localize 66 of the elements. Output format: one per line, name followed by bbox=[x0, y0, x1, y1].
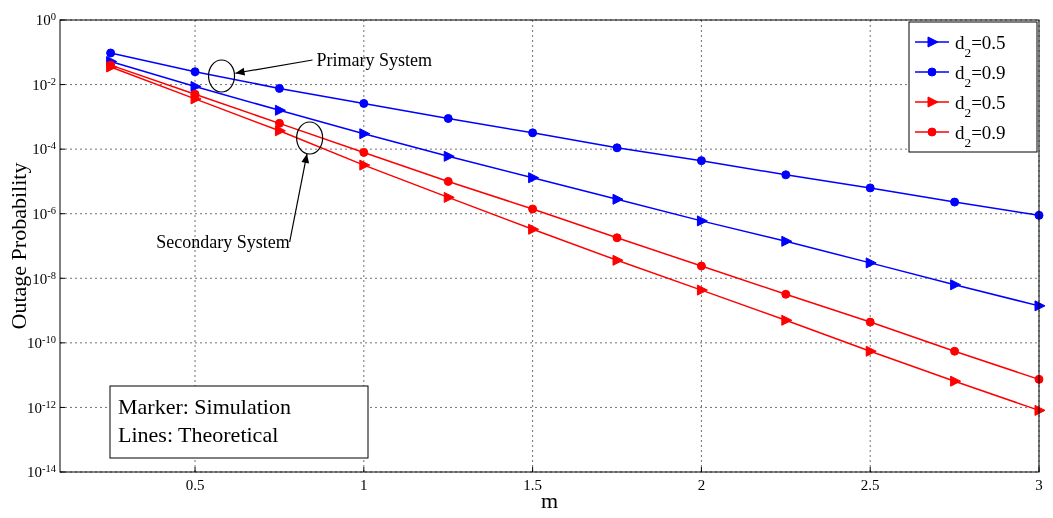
x-tick-label: 1.5 bbox=[523, 477, 542, 493]
point bbox=[950, 346, 960, 356]
x-tick-label: 0.5 bbox=[185, 477, 205, 493]
point bbox=[190, 67, 200, 77]
x-tick-label: 2 bbox=[697, 477, 706, 493]
point bbox=[528, 204, 538, 214]
point bbox=[359, 147, 369, 157]
point bbox=[612, 143, 622, 153]
point bbox=[696, 156, 706, 166]
y-tick-label: 10$^{-12}$ bbox=[27, 398, 56, 416]
point bbox=[190, 89, 200, 99]
point bbox=[781, 170, 791, 180]
point bbox=[359, 98, 369, 108]
point bbox=[696, 215, 708, 227]
point bbox=[274, 83, 284, 93]
legend-label: d$_{2}$=0.9 bbox=[955, 61, 1006, 90]
y-axis-title: Outage Probability bbox=[6, 162, 31, 330]
y-tick-label: 10$^{-10}$ bbox=[27, 333, 56, 352]
point bbox=[443, 150, 455, 162]
y-tick-label: 10$^{-2}$ bbox=[32, 75, 56, 93]
legend-label: d$_{2}$=0.5 bbox=[955, 91, 1006, 120]
legend-label: d$_{2}$=0.5 bbox=[955, 31, 1006, 60]
annotation: Marker: Simulation bbox=[118, 394, 291, 419]
point bbox=[443, 191, 455, 203]
y-tick-label: 10$^{-4}$ bbox=[32, 139, 57, 158]
point bbox=[612, 193, 624, 205]
annotation: Lines: Theoretical bbox=[118, 422, 279, 447]
point bbox=[696, 284, 708, 296]
point bbox=[865, 345, 877, 357]
point bbox=[528, 223, 540, 235]
point bbox=[1034, 404, 1045, 416]
point bbox=[359, 159, 371, 171]
point bbox=[781, 289, 791, 299]
point bbox=[274, 104, 286, 116]
point bbox=[950, 279, 962, 291]
point bbox=[443, 113, 453, 123]
point bbox=[865, 257, 877, 269]
y-tick-label: 10$^{-14}$ bbox=[27, 462, 57, 481]
x-axis-title: m bbox=[540, 488, 559, 513]
point bbox=[528, 172, 540, 184]
point bbox=[950, 375, 962, 387]
point bbox=[781, 314, 793, 326]
point bbox=[612, 233, 622, 243]
x-tick-label: 3 bbox=[1035, 477, 1043, 493]
point bbox=[612, 254, 624, 266]
point bbox=[443, 176, 453, 186]
x-tick-label: 2.5 bbox=[860, 477, 880, 493]
y-tick-label: 10$^{-6}$ bbox=[32, 204, 56, 222]
point bbox=[190, 81, 202, 93]
annotation: Primary System bbox=[316, 50, 433, 70]
point bbox=[865, 183, 875, 193]
legend-label: d$_{2}$=0.9 bbox=[955, 121, 1006, 150]
x-tick-label: 1 bbox=[360, 477, 368, 493]
point bbox=[528, 128, 538, 138]
point bbox=[106, 48, 116, 58]
y-tick-label: 10$^{0}$ bbox=[35, 10, 56, 29]
point bbox=[865, 317, 875, 327]
point bbox=[781, 235, 793, 247]
annotation: Secondary System bbox=[156, 232, 290, 252]
point bbox=[1034, 300, 1045, 312]
point bbox=[359, 128, 371, 140]
point bbox=[950, 197, 960, 207]
point bbox=[274, 118, 284, 128]
y-tick-label: 10$^{-8}$ bbox=[32, 269, 56, 287]
point bbox=[274, 125, 286, 137]
point bbox=[696, 261, 706, 271]
